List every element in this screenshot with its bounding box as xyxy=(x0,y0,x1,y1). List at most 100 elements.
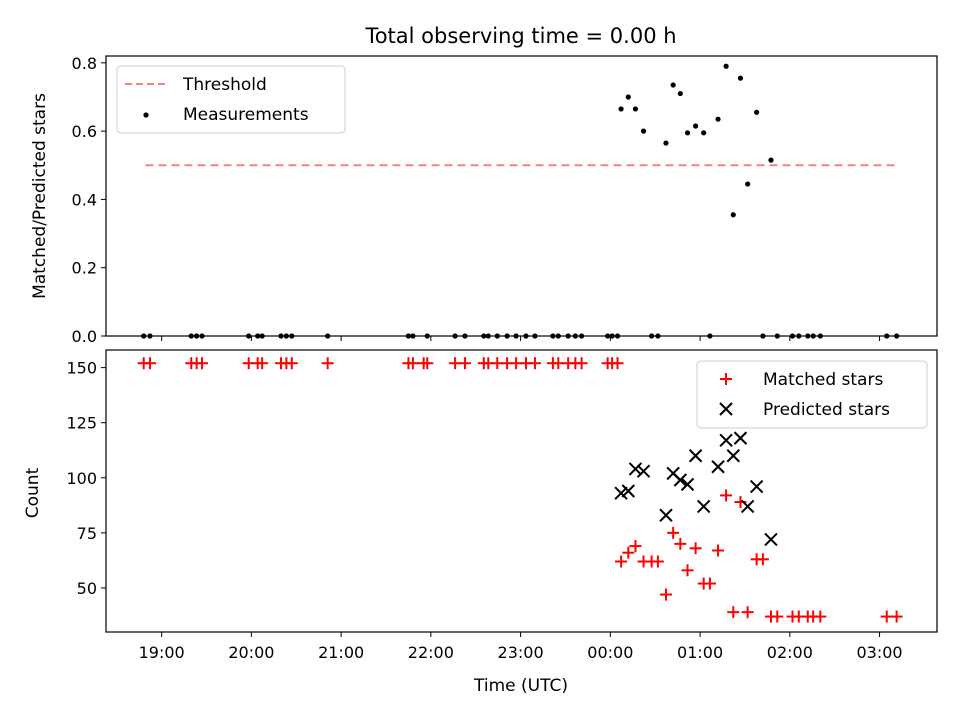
measurement-point xyxy=(692,123,699,129)
legend-predicted-swatch xyxy=(719,402,733,416)
measurement-point xyxy=(730,212,736,218)
matched-stars-point xyxy=(756,553,769,566)
matched-stars-point xyxy=(659,588,672,601)
matched-stars-point xyxy=(890,610,903,623)
matched-stars-point xyxy=(814,610,827,623)
bottom-y-tick-label: 50 xyxy=(77,579,97,598)
legend-matched-label: Matched stars xyxy=(763,370,883,390)
matched-stars-point xyxy=(615,555,628,568)
bottom-legend-box xyxy=(696,360,928,429)
bottom-x-tick-label: 19:00 xyxy=(139,643,185,662)
predicted-stars-point xyxy=(764,532,778,547)
predicted-stars-point xyxy=(711,460,725,474)
bottom-y-tick-label: 100 xyxy=(66,469,97,488)
matched-stars-point xyxy=(575,357,588,370)
predicted-stars-point xyxy=(680,477,695,492)
matched-stars-point xyxy=(256,357,269,370)
matched-stars-point xyxy=(703,577,716,590)
predicted-stars-point xyxy=(628,462,643,476)
measurement-point xyxy=(701,130,707,136)
bottom-x-tick-label: 23:00 xyxy=(498,643,544,662)
measurement-point xyxy=(715,116,721,122)
predicted-stars-point xyxy=(659,508,673,522)
predicted-stars-point xyxy=(621,484,635,498)
chart-title: Total observing time = 0.00 h xyxy=(364,24,676,48)
matched-stars-point xyxy=(681,564,694,577)
measurement-point xyxy=(684,130,691,136)
legend-measurements-swatch xyxy=(143,112,149,118)
bottom-axes-frame xyxy=(105,349,938,633)
predicted-stars-point xyxy=(673,473,688,487)
bottom-plot-marks xyxy=(137,357,903,623)
matched-stars-point xyxy=(741,606,754,619)
top-y-tick-label: 0.4 xyxy=(72,190,97,209)
bottom-legend: Matched stars Predicted stars xyxy=(696,360,928,429)
bottom-y-ticks: 50 75 100 125 150 xyxy=(66,359,106,598)
matched-stars-point xyxy=(421,357,434,370)
measurement-point xyxy=(618,106,624,112)
matched-stars-point xyxy=(285,357,298,370)
bottom-panel: 50 75 100 125 150 19:00 20:00 21:00 22:00 23:00 0… xyxy=(23,349,938,696)
matched-stars-point xyxy=(458,357,471,370)
predicted-stars-point xyxy=(636,464,651,478)
bottom-x-tick-label: 03:00 xyxy=(857,643,903,662)
bottom-y-tick-label: 150 xyxy=(66,359,97,378)
measurement-point xyxy=(640,128,647,134)
top-y-ticks: 0.0 0.2 0.4 0.6 0.8 xyxy=(72,54,106,346)
x-axis-label: Time (UTC) xyxy=(473,676,568,696)
measurement-point xyxy=(670,82,676,88)
matched-stars-point xyxy=(528,357,541,370)
top-panel: 0.00.20.40.60.8 Matched/Predicted stars … xyxy=(30,54,938,346)
matched-stars-point xyxy=(196,357,209,370)
bottom-x-tick-label: 22:00 xyxy=(408,643,454,662)
predicted-stars-point xyxy=(749,479,764,494)
bottom-x-ticks: 19:00 20:00 21:00 22:00 23:00 00:00 01:00 02:00… xyxy=(139,632,903,662)
matched-stars-point xyxy=(629,540,642,553)
top-legend: Threshold Measurements xyxy=(116,65,346,134)
legend-matched-swatch xyxy=(720,373,732,385)
matched-stars-point xyxy=(622,546,635,559)
measurement-point xyxy=(632,106,639,112)
predicted-stars-point xyxy=(688,449,703,463)
measurement-point xyxy=(768,157,774,163)
bottom-x-tick-label: 01:00 xyxy=(677,643,723,662)
top-y-tick-label: 0.6 xyxy=(72,122,97,141)
predicted-stars-point xyxy=(740,499,755,514)
bottom-y-axis-label: Count xyxy=(23,467,43,518)
measurement-point xyxy=(663,140,669,146)
bottom-x-tick-label: 02:00 xyxy=(767,643,813,662)
measurement-point xyxy=(737,75,744,81)
legend-threshold-label: Threshold xyxy=(182,75,267,95)
matched-stars-point xyxy=(667,526,680,539)
matched-stars-point xyxy=(720,489,733,502)
measurement-point xyxy=(754,109,760,115)
measurement-point xyxy=(677,90,683,97)
bottom-y-tick-label: 75 xyxy=(77,524,97,543)
matched-stars-point xyxy=(727,606,740,619)
matched-stars-point xyxy=(321,357,334,370)
predicted-stars-point xyxy=(696,499,711,514)
measurement-point xyxy=(625,94,631,100)
predicted-stars-point xyxy=(733,431,748,445)
matched-stars-point xyxy=(712,544,725,557)
matched-stars-point xyxy=(689,542,702,555)
matched-stars-point xyxy=(674,537,687,550)
top-axes-frame xyxy=(105,55,938,337)
top-legend-box xyxy=(116,65,346,134)
bottom-x-tick-label: 00:00 xyxy=(587,643,633,662)
matched-stars-point xyxy=(406,357,419,370)
predicted-stars-point xyxy=(719,433,733,448)
top-y-tick-label: 0.8 xyxy=(72,54,97,73)
matched-stars-point xyxy=(651,555,664,568)
top-y-tick-label: 0.2 xyxy=(72,259,97,278)
matched-stars-point xyxy=(143,357,156,370)
legend-predicted-label: Predicted stars xyxy=(763,400,890,420)
matched-stars-point xyxy=(771,610,784,623)
bottom-y-tick-label: 125 xyxy=(66,414,97,433)
top-y-axis-label: Matched/Predicted stars xyxy=(30,93,50,299)
predicted-stars-point xyxy=(726,449,740,463)
bottom-x-tick-label: 21:00 xyxy=(318,643,364,662)
measurement-point xyxy=(723,63,729,69)
matched-stars-point xyxy=(611,357,624,370)
